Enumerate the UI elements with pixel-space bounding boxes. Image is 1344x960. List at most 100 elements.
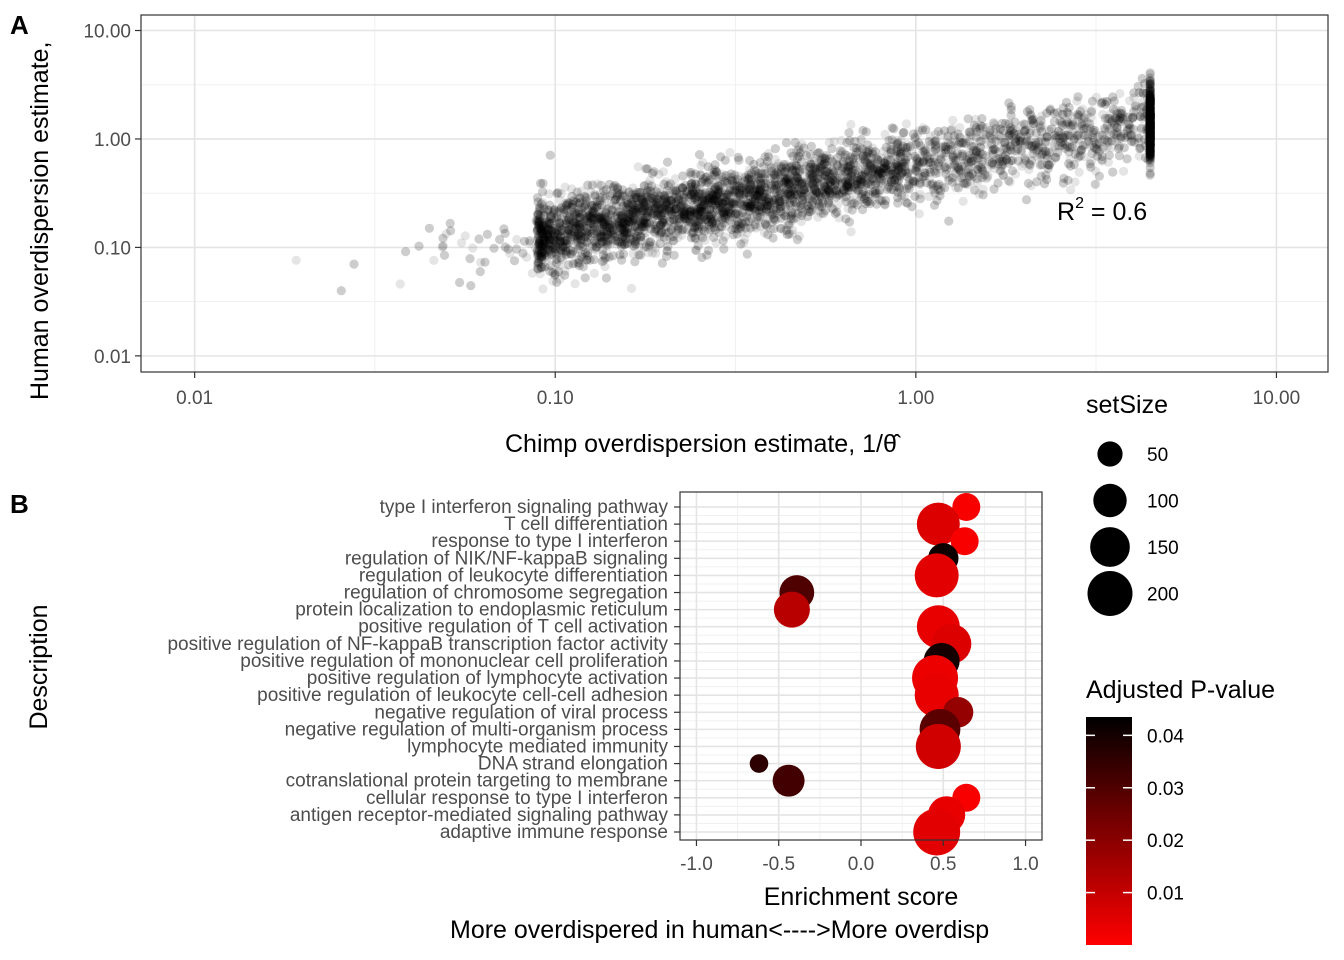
panel-a-point: [670, 204, 681, 214]
panel-a-point: [1145, 152, 1155, 162]
panel-a-point: [864, 148, 874, 158]
panel-a-point: [752, 188, 762, 199]
panel-a-point: [552, 229, 562, 239]
panel-a-point: [948, 155, 958, 165]
panel-a-point: [560, 203, 570, 213]
panel-a-point: [876, 175, 887, 185]
panel-a-point: [568, 211, 579, 221]
panel-a-point: [619, 237, 629, 247]
panel-a-point: [841, 191, 851, 202]
panel-a-point: [609, 183, 619, 193]
panel-a-point: [1053, 131, 1064, 141]
panel-a-point: [532, 247, 542, 257]
panel-a-point: [691, 245, 701, 255]
panel-a-point: [560, 270, 570, 280]
panel-a-point: [579, 202, 589, 212]
panel-a-point: [854, 158, 864, 168]
panel-a-point: [797, 177, 807, 187]
panel-a-point: [553, 213, 563, 223]
panel-a-point: [1098, 134, 1108, 144]
panel-a-point: [738, 204, 749, 214]
panel-a-point: [952, 176, 963, 186]
panel-a-point: [997, 137, 1007, 147]
panel-a-point: [1145, 111, 1155, 121]
panel-a-point: [476, 257, 486, 267]
panel-a-point: [1058, 110, 1068, 120]
panel-a-point: [556, 232, 566, 242]
panel-a-point: [730, 203, 740, 213]
panel-a-point: [630, 239, 640, 249]
panel-a-point: [571, 223, 581, 234]
panel-a-point: [828, 169, 838, 180]
panel-a-point: [865, 186, 875, 196]
panel-a-point: [1145, 120, 1155, 130]
panel-a-point: [1091, 145, 1101, 155]
panel-a-point: [1145, 125, 1155, 135]
panel-a-point: [602, 246, 612, 256]
panel-a-point: [1145, 112, 1155, 122]
panel-a-point: [631, 194, 641, 204]
panel-a-point: [759, 168, 770, 179]
panel-a-point: [1013, 135, 1023, 145]
panel-a-point: [801, 204, 811, 214]
panel-a-point: [958, 196, 968, 206]
panel-a-point: [764, 197, 774, 207]
panel-a-point: [633, 213, 643, 223]
panel-a-point: [821, 175, 831, 185]
panel-a-point: [862, 150, 873, 160]
panel-a-point: [1137, 73, 1147, 84]
panel-a-point: [975, 142, 985, 152]
panel-a-point: [894, 170, 904, 180]
panel-a-point: [1145, 106, 1155, 116]
panel-a-point: [1022, 135, 1032, 145]
panel-a-point: [705, 187, 715, 198]
panel-a-point: [728, 185, 738, 195]
panel-a-point: [995, 124, 1005, 134]
panel-a-point: [719, 218, 729, 228]
panel-a-point: [892, 178, 902, 188]
panel-a-point: [996, 133, 1006, 143]
panel-a-point: [927, 138, 937, 149]
panel-a-point: [751, 177, 761, 187]
panel-a-point: [1044, 125, 1054, 135]
panel-a-point: [705, 214, 715, 224]
panel-a-point: [856, 174, 866, 184]
panel-a-point: [561, 210, 572, 220]
panel-a-point: [533, 232, 543, 242]
panel-a-point: [1077, 144, 1087, 154]
panel-a-point: [631, 215, 641, 225]
panel-a-point: [1104, 137, 1114, 147]
panel-a-point: [1145, 120, 1155, 130]
panel-a-point: [574, 209, 585, 219]
panel-a-point: [1044, 126, 1054, 136]
panel-a-point: [1145, 115, 1155, 125]
panel-a-point: [628, 241, 638, 251]
panel-a-point: [626, 209, 636, 220]
panel-a-point: [879, 161, 890, 171]
panel-a-point: [637, 195, 648, 205]
panel-a-point: [815, 197, 825, 208]
panel-a-point: [991, 154, 1002, 164]
panel-a-point: [539, 236, 549, 246]
panel-a-point: [635, 242, 645, 252]
panel-a-point: [527, 268, 537, 278]
panel-a-point: [755, 221, 765, 231]
panel-a-point: [594, 206, 604, 217]
panel-a-point: [698, 157, 708, 167]
panel-a-point: [628, 189, 638, 199]
panel-a-point: [743, 202, 753, 213]
panel-a-point: [805, 149, 816, 159]
panel-a-point: [948, 115, 958, 125]
panel-a-point: [843, 171, 853, 181]
panel-a-point: [1145, 90, 1155, 100]
panel-a-point: [588, 215, 599, 225]
panel-a-point: [744, 188, 754, 198]
panel-a-point: [577, 186, 587, 196]
panel-a-point: [910, 164, 921, 174]
panel-a-point: [598, 238, 608, 248]
panel-a-point: [803, 177, 813, 187]
panel-a-point: [549, 236, 559, 246]
panel-a-point: [776, 188, 786, 198]
panel-a-point: [743, 175, 753, 185]
panel-a-point: [656, 219, 666, 229]
